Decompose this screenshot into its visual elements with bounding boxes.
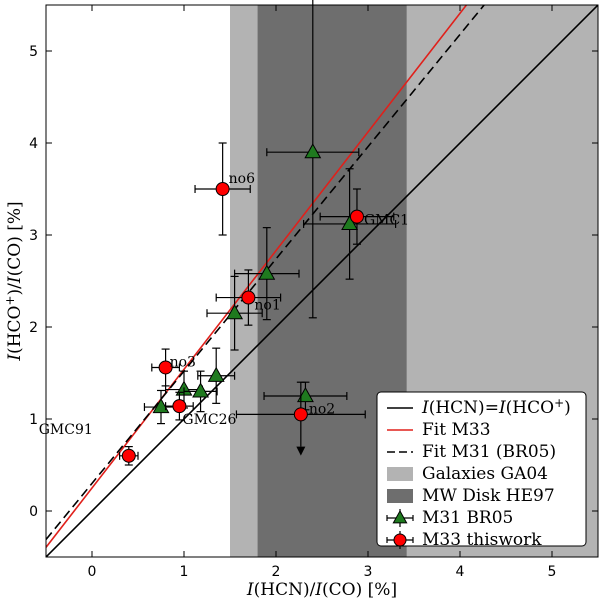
- x-tick-label-5: 5: [548, 564, 557, 580]
- line-fit-m33: [46, 5, 468, 548]
- x-tick-label-0: 0: [88, 564, 97, 580]
- m31-br05-point-7: [304, 143, 322, 159]
- y-tick-label-5: 5: [29, 44, 38, 60]
- m31-br05-point-8: [296, 386, 314, 403]
- legend-label-galaxies: Galaxies GA04: [422, 464, 548, 484]
- series-m33-thiswork: [118, 142, 395, 466]
- legend-label-mw-disk: MW Disk HE97: [422, 486, 555, 506]
- legend-label-fit-m33: Fit M33: [422, 420, 491, 440]
- m33-thiswork-point-2: [158, 360, 173, 375]
- y-tick-label-1: 1: [29, 412, 38, 428]
- x-axis-label: I(HCN)/I(CO) [%]: [246, 580, 397, 600]
- label-gmc91: GMC91: [39, 422, 93, 438]
- legend-label-m31-br05: M31 BR05: [422, 508, 513, 528]
- legend-glyph-6: [392, 509, 408, 524]
- x-tick-label-4: 4: [456, 564, 465, 580]
- y-tick-label-3: 3: [29, 228, 38, 244]
- legend-glyph-4: [387, 467, 413, 481]
- legend-label-identity: I(HCN)=I(HCO+): [421, 396, 571, 418]
- legend: I(HCN)=I(HCO+) Fit M33 Fit M31 (BR05) Ga…: [376, 391, 587, 550]
- m31-br05-point-5: [226, 304, 244, 320]
- line-fit-m31-br05: [46, 5, 486, 541]
- m33-thiswork-point-6-upper-limit-arrow: [296, 446, 306, 456]
- x-tick-label-2: 2: [272, 564, 281, 580]
- m33-thiswork-point-7: [349, 209, 364, 224]
- y-tick-label-4: 4: [29, 136, 38, 152]
- plot-frame: [45, 4, 599, 558]
- m31-br05-point-6: [258, 264, 276, 280]
- label-gmc1: GMC1: [364, 213, 409, 229]
- legend-label-fit-m31: Fit M31 (BR05): [422, 442, 556, 462]
- label-no1: no1: [254, 298, 280, 314]
- legend-glyph-5: [387, 489, 413, 503]
- m33-thiswork-point-1: [121, 448, 136, 463]
- m33-thiswork-point-5: [241, 290, 256, 305]
- m33-thiswork-point-3: [172, 399, 187, 414]
- x-tick-label-1: 1: [180, 564, 189, 580]
- data-points: [118, 0, 397, 466]
- legend-box: [376, 391, 587, 547]
- axes: 0 1 2 3 4 5 0 1 2 3 4 5: [29, 5, 598, 580]
- m31-br05-point-1: [152, 398, 170, 414]
- point-labels: GMC91 no3 GMC26 no6 no1 no2 GMC1: [39, 171, 409, 438]
- label-no6: no6: [229, 171, 255, 187]
- legend-label-m33-thiswork: M33 thiswork: [422, 530, 542, 550]
- label-no2: no2: [309, 401, 335, 417]
- y-tick-label-2: 2: [29, 320, 38, 336]
- x-tick-label-3: 3: [364, 564, 373, 580]
- fit-lines: [46, 5, 598, 557]
- m31-br05-point-3: [192, 382, 210, 398]
- y-tick-label-0: 0: [29, 504, 38, 520]
- label-gmc26: GMC26: [182, 412, 236, 428]
- m31-br05-point-4: [207, 366, 225, 382]
- m33-thiswork-point-6: [293, 407, 308, 422]
- y-axis-label: I(HCO+)/I(CO) [%]: [3, 201, 25, 361]
- label-no3: no3: [170, 354, 196, 370]
- m31-br05-point-9: [341, 214, 359, 231]
- m33-thiswork-point-4: [215, 182, 230, 196]
- legend-glyph-7: [393, 533, 407, 547]
- line-i-hcn-i-hco: [46, 5, 598, 557]
